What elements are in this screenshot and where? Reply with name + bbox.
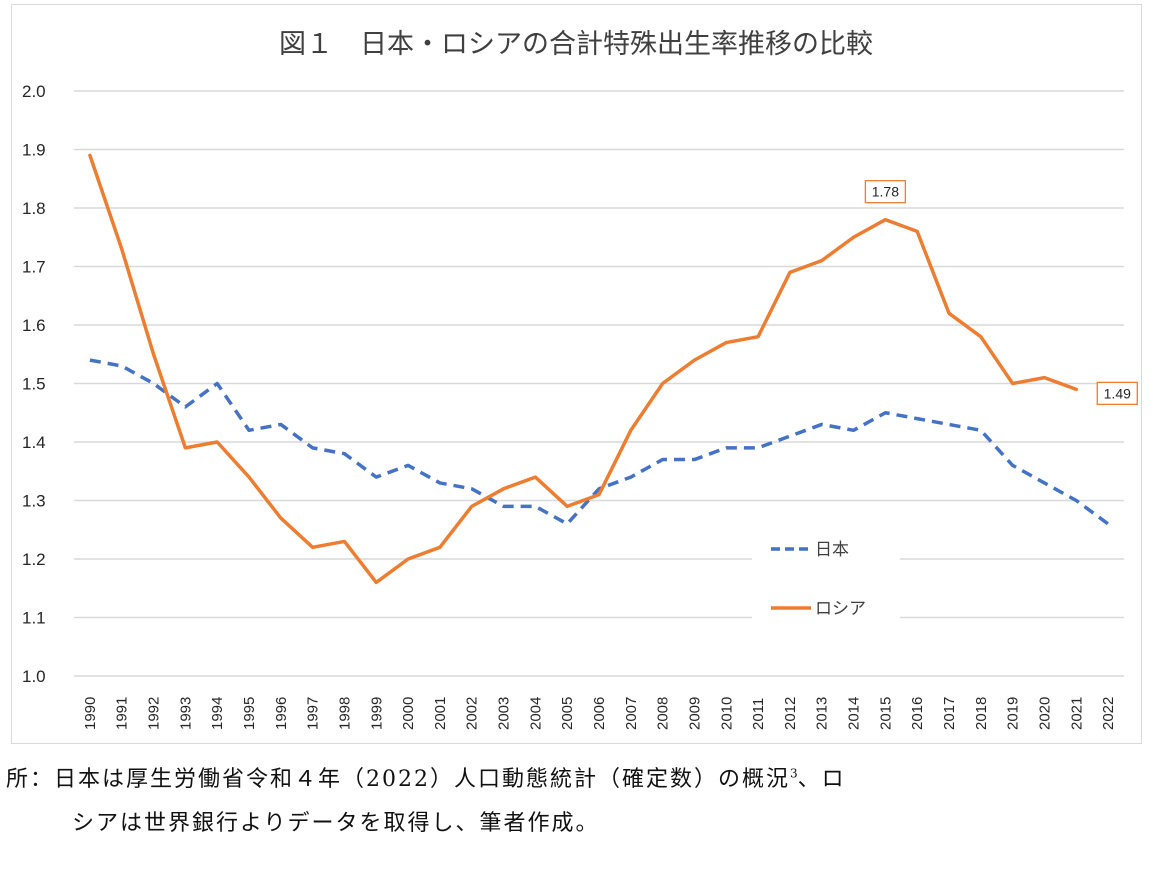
data-label-box bbox=[1096, 381, 1138, 406]
chart-title: 図１ 日本・ロシアの合計特殊出生率推移の比較 bbox=[279, 29, 873, 60]
y-tick-label: 1.4 bbox=[22, 433, 46, 452]
x-axis-ticks: 1990 1991 1992 1993 1994 1995 1996 1997 1998 1999… bbox=[82, 697, 1117, 730]
x-tick-label: 2021 bbox=[1068, 697, 1085, 730]
x-tick-label: 2013 bbox=[814, 697, 831, 730]
x-tick-label: 2007 bbox=[623, 697, 640, 730]
y-tick-label: 1.6 bbox=[22, 316, 46, 335]
x-tick-label: 2005 bbox=[559, 697, 576, 730]
legend-label-russia: ロシア bbox=[815, 599, 866, 619]
x-tick-label: 2012 bbox=[782, 697, 799, 730]
data-label: 1.78 bbox=[872, 184, 899, 200]
x-tick-label: 1992 bbox=[146, 697, 163, 730]
x-tick-label: 2009 bbox=[686, 697, 703, 730]
line-chart: 図１ 日本・ロシアの合計特殊出生率推移の比較 1.01.11.21.31.41.… bbox=[22, 29, 1138, 730]
data-labels: 1.78 1.49 bbox=[864, 180, 1138, 406]
x-tick-label: 2004 bbox=[527, 697, 544, 730]
x-tick-label: 2008 bbox=[655, 697, 672, 730]
x-tick-label: 1997 bbox=[305, 697, 322, 730]
x-tick-label: 1994 bbox=[209, 697, 226, 730]
legend-label-japan: 日本 bbox=[815, 540, 849, 560]
y-tick-label: 1.9 bbox=[22, 141, 46, 160]
x-tick-label: 2022 bbox=[1100, 697, 1117, 730]
data-label: 1.49 bbox=[1104, 385, 1131, 401]
x-tick-label: 1995 bbox=[241, 697, 258, 730]
y-tick-label: 1.3 bbox=[22, 492, 46, 511]
x-tick-label: 2014 bbox=[846, 697, 863, 730]
x-tick-label: 2020 bbox=[1036, 697, 1053, 730]
x-tick-label: 1991 bbox=[114, 697, 131, 730]
chart-frame bbox=[11, 4, 1142, 744]
x-tick-label: 2016 bbox=[909, 697, 926, 730]
series-line-russia bbox=[88, 153, 1079, 585]
series-line-japan bbox=[89, 358, 1110, 526]
x-tick-label: 2019 bbox=[1005, 697, 1022, 730]
x-tick-label: 1996 bbox=[273, 697, 290, 730]
caption-line2: シアは世界銀行よりデータを取得し、筆者作成。 bbox=[72, 811, 600, 837]
y-axis-ticks: 1.0 1.1 1.2 1.3 1.4 1.5 1.6 1.7 1.8 1.9 2.0 bbox=[22, 82, 46, 686]
y-tick-label: 2.0 bbox=[22, 82, 46, 101]
x-tick-label: 1990 bbox=[82, 697, 99, 730]
x-tick-label: 1999 bbox=[368, 697, 385, 730]
y-tick-label: 1.7 bbox=[22, 258, 46, 277]
x-tick-label: 1993 bbox=[177, 697, 194, 730]
y-tick-label: 1.1 bbox=[22, 609, 46, 628]
x-tick-label: 2015 bbox=[877, 697, 894, 730]
x-tick-label: 2000 bbox=[400, 697, 417, 730]
x-tick-label: 2018 bbox=[973, 697, 990, 730]
y-tick-label: 1.8 bbox=[22, 199, 46, 218]
y-tick-label: 1.2 bbox=[22, 550, 46, 569]
x-tick-label: 2002 bbox=[464, 697, 481, 730]
data-label-box bbox=[864, 180, 907, 204]
x-tick-label: 2001 bbox=[432, 697, 449, 730]
y-tick-label: 1.5 bbox=[22, 375, 46, 394]
caption-line1: 所：日本は厚生労働省令和４年（2022）人口動態統計（確定数）の概況3、ロ bbox=[6, 767, 846, 793]
series-lines bbox=[88, 153, 1110, 585]
x-tick-label: 2003 bbox=[496, 697, 513, 730]
source-caption: 所：日本は厚生労働省令和４年（2022）人口動態統計（確定数）の概況3、ロ シア… bbox=[6, 752, 1146, 846]
gridlines bbox=[74, 90, 1124, 677]
legend-background bbox=[752, 530, 900, 626]
x-tick-label: 2010 bbox=[718, 697, 735, 730]
x-tick-label: 2006 bbox=[591, 697, 608, 730]
x-tick-label: 1998 bbox=[336, 697, 353, 730]
footnote-ref[interactable]: 3 bbox=[790, 767, 798, 781]
y-tick-label: 1.0 bbox=[22, 667, 46, 686]
x-tick-label: 2017 bbox=[941, 697, 958, 730]
x-tick-label: 2011 bbox=[750, 698, 767, 730]
